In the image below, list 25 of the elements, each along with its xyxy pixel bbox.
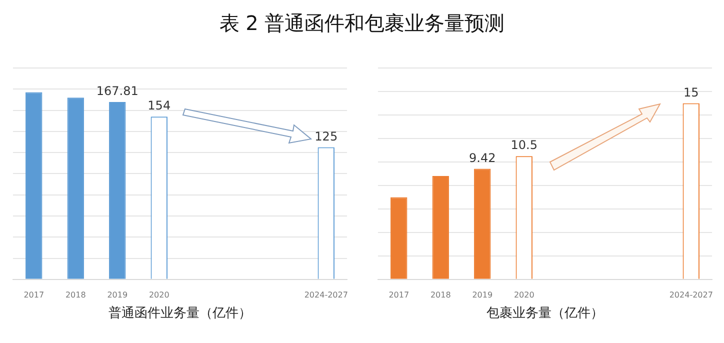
data-label: 9.42 [469,150,496,165]
x-tick-label: 2024-2027 [304,290,348,300]
x-tick-label: 2024-2027 [669,290,713,300]
data-label: 10.5 [510,138,538,152]
data-label: 15 [683,85,699,100]
x-tick-label: 2018 [430,290,451,300]
x-tick-label: 2020 [148,290,170,300]
x-tick-label: 2017 [388,290,410,300]
x-axis-title: 包裹业务量（亿件） [486,305,604,322]
bar [109,102,126,279]
bar [390,197,408,279]
bar [26,92,42,279]
x-tick-label: 2017 [24,290,44,300]
data-label: 154 [148,98,171,113]
bar [474,168,491,279]
x-tick-label: 2019 [107,290,128,300]
x-tick-label: 2018 [65,290,86,300]
bar [67,98,84,279]
data-label: 125 [314,129,338,144]
data-label: 167.81 [96,84,138,98]
x-axis-title: 普通函件业务量（亿件） [108,304,252,322]
x-tick-label: 2019 [472,290,493,300]
x-tick-label: 2020 [514,290,534,300]
bar [432,176,449,279]
chart-title: 表 2 普通函件和包裹业务量预测 [218,10,506,37]
